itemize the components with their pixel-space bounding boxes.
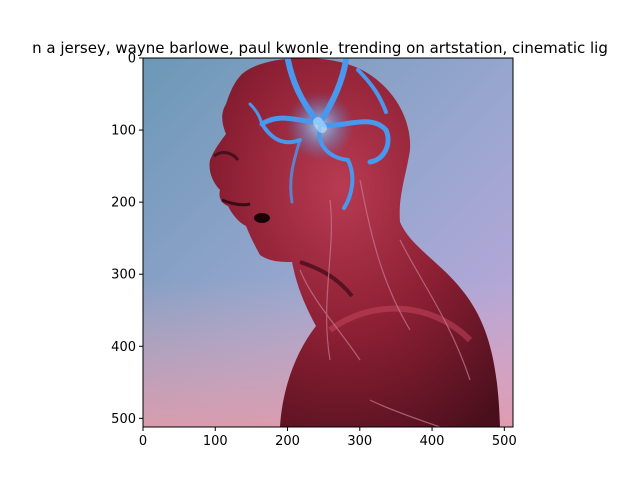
vein-6 (317, 124, 355, 210)
y-tick-label: 300 (111, 268, 136, 283)
artwork-veins (248, 58, 391, 210)
figure-jaw-shadow (299, 260, 354, 298)
body-vein-2 (326, 199, 332, 361)
vein-2 (317, 58, 349, 125)
body-vein-1 (359, 179, 411, 331)
y-tick-label: 200 (111, 196, 136, 211)
figure-lips (221, 198, 251, 207)
figure-brow (213, 151, 240, 161)
y-tick-label: 400 (111, 340, 136, 355)
figure-mouth-shadow (254, 213, 270, 223)
x-tick-label: 400 (420, 434, 445, 449)
chart-title: n a jersey, wayne barlowe, paul kwonle, … (32, 39, 608, 57)
x-tick-label: 200 (275, 434, 300, 449)
vein-8 (356, 68, 388, 114)
figure-shoulder-highlight (328, 305, 473, 343)
y-tick-label: 500 (111, 412, 136, 427)
figure-silhouette (209, 58, 500, 427)
vein-core (313, 117, 327, 133)
axes-frame (142, 57, 514, 428)
x-tick-label: 100 (203, 434, 228, 449)
y-tick-label: 0 (128, 52, 136, 67)
artwork-body-veins (299, 179, 471, 427)
vein-5 (260, 122, 302, 145)
y-tick-label: 100 (111, 124, 136, 139)
body-vein-4 (299, 269, 361, 361)
y-axis: 0 100 200 300 400 500 (111, 52, 143, 427)
image-panel (143, 58, 513, 427)
x-tick-label: 500 (492, 434, 517, 449)
x-axis: 0 100 200 300 400 500 (139, 427, 517, 449)
artwork-figure (209, 58, 500, 427)
body-vein-3 (399, 239, 471, 381)
x-tick-label: 300 (347, 434, 372, 449)
vein-9 (248, 102, 264, 126)
vein-4 (317, 119, 391, 165)
body-vein-5 (369, 399, 441, 427)
vein-1 (285, 58, 321, 125)
vein-7 (289, 138, 302, 204)
x-tick-label: 0 (139, 434, 147, 449)
